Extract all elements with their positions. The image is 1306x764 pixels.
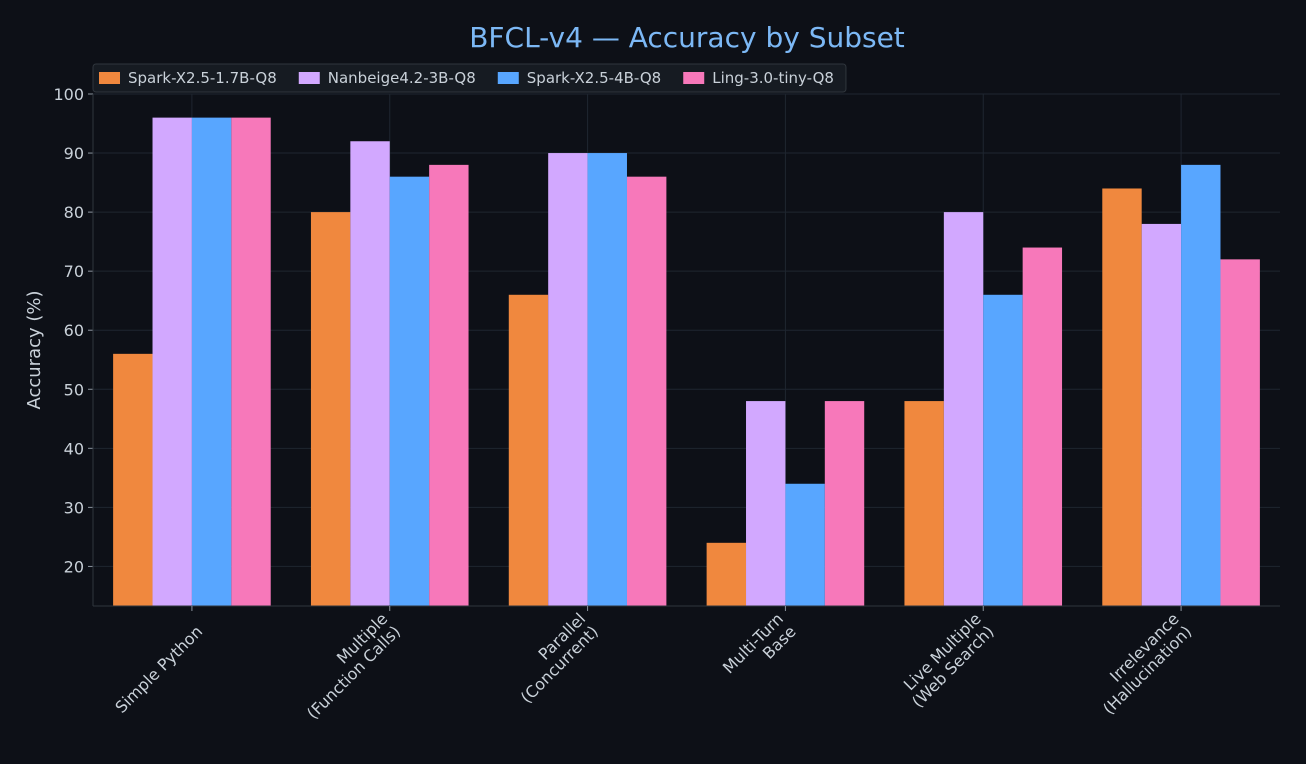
bar [548, 153, 588, 607]
y-tick-label: 60 [64, 321, 84, 340]
bar [1102, 188, 1142, 606]
x-tick-label-line: Simple Python [111, 622, 206, 717]
legend-swatch [683, 72, 705, 84]
bar [824, 401, 865, 606]
x-tick-label: Multi-TurnBase [719, 609, 800, 690]
y-tick-label: 50 [64, 380, 84, 399]
bar [231, 117, 271, 607]
bar [785, 483, 825, 606]
y-tick-label: 40 [64, 439, 84, 458]
bar [113, 353, 153, 606]
bar [1220, 259, 1260, 606]
legend-swatch [99, 72, 120, 84]
bar [350, 141, 390, 607]
bar [310, 212, 351, 607]
bar [1022, 247, 1063, 606]
bars [113, 117, 1260, 607]
axes [88, 93, 1280, 611]
bar [626, 176, 667, 606]
grid-lines [93, 93, 1280, 606]
legend-swatch [298, 72, 320, 84]
y-tick-labels: 20 30 40 50 60 70 80 90 100 [53, 85, 84, 576]
bar [191, 117, 232, 607]
bar [943, 212, 984, 607]
bar [1181, 164, 1221, 606]
x-tick-label: Parallel(Concurrent) [504, 609, 602, 707]
x-tick-label: Live Multiple(Web Search) [895, 609, 997, 711]
bar [746, 401, 786, 606]
y-tick-label: 80 [64, 203, 84, 222]
legend-swatch [497, 72, 519, 84]
legend-label: Spark-X2.5-1.7B-Q8 [128, 69, 277, 87]
bar [152, 117, 192, 607]
legend-label: Spark-X2.5-4B-Q8 [527, 69, 661, 87]
y-tick-label: 100 [53, 85, 84, 104]
legend-label: Nanbeige4.2-3B-Q8 [328, 69, 476, 87]
bar [706, 542, 747, 606]
legend: Spark-X2.5-1.7B-Q8 Nanbeige4.2-3B-Q8 Spark… [92, 63, 847, 93]
x-tick-label: Irrelevance(Hallucination) [1086, 609, 1195, 718]
x-tick-labels: Simple Python Multiple(Function Calls) Par… [111, 609, 1195, 723]
y-tick-label: 20 [64, 557, 84, 576]
y-tick-label: 90 [64, 144, 84, 163]
x-tick-label: Simple Python [111, 622, 206, 717]
legend-box [92, 63, 847, 93]
bar [983, 294, 1023, 606]
bar [904, 401, 944, 606]
y-tick-label: 70 [64, 262, 84, 281]
y-axis-label: Accuracy (%) [24, 290, 45, 409]
bar [508, 294, 549, 606]
y-tick-label: 30 [64, 498, 84, 517]
bar [587, 153, 627, 607]
bar [389, 176, 430, 606]
bar [1141, 223, 1182, 607]
legend-label: Ling-3.0-tiny-Q8 [712, 69, 834, 87]
chart-title: BFCL-v4 — Accuracy by Subset [469, 21, 905, 54]
bar [429, 164, 469, 606]
x-tick-label: Multiple(Function Calls) [290, 609, 404, 723]
